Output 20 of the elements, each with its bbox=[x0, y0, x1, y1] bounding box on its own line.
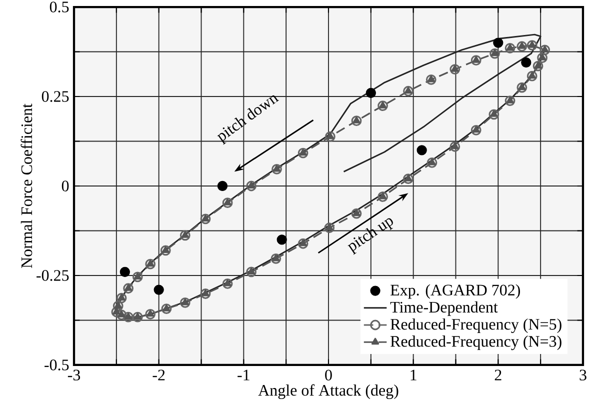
y-tick-label: 0 bbox=[62, 180, 69, 192]
x-axis-title: Angle of Attack (deg) bbox=[258, 384, 398, 400]
y-tick-label: 0.5 bbox=[50, 2, 69, 12]
x-tick-label: -2 bbox=[152, 370, 165, 380]
x-tick-label: 2 bbox=[494, 370, 502, 380]
x-tick-label: -1 bbox=[238, 370, 250, 380]
annotation: pitch down bbox=[217, 95, 279, 145]
y-tick-label: 0.25 bbox=[42, 91, 69, 102]
annotation: pitch up bbox=[348, 218, 394, 255]
x-tick-label: -3 bbox=[68, 370, 80, 380]
y-axis-title: Normal Force Coefficient bbox=[20, 104, 32, 268]
x-tick-label: 0 bbox=[325, 370, 332, 380]
legend-label: Reduced-Frequency (N=5) bbox=[390, 318, 562, 333]
legend-label: Reduced-Frequency (N=3) bbox=[390, 336, 562, 350]
x-tick-label: 3 bbox=[580, 370, 586, 380]
x-tick-label: 1 bbox=[410, 370, 416, 380]
y-tick-label: -0.5 bbox=[44, 360, 69, 370]
y-tick-label: -0.25 bbox=[36, 270, 69, 281]
legend-label: Exp. (AGARD 702) bbox=[390, 284, 520, 299]
legend-label: Time-Dependent bbox=[390, 301, 498, 316]
